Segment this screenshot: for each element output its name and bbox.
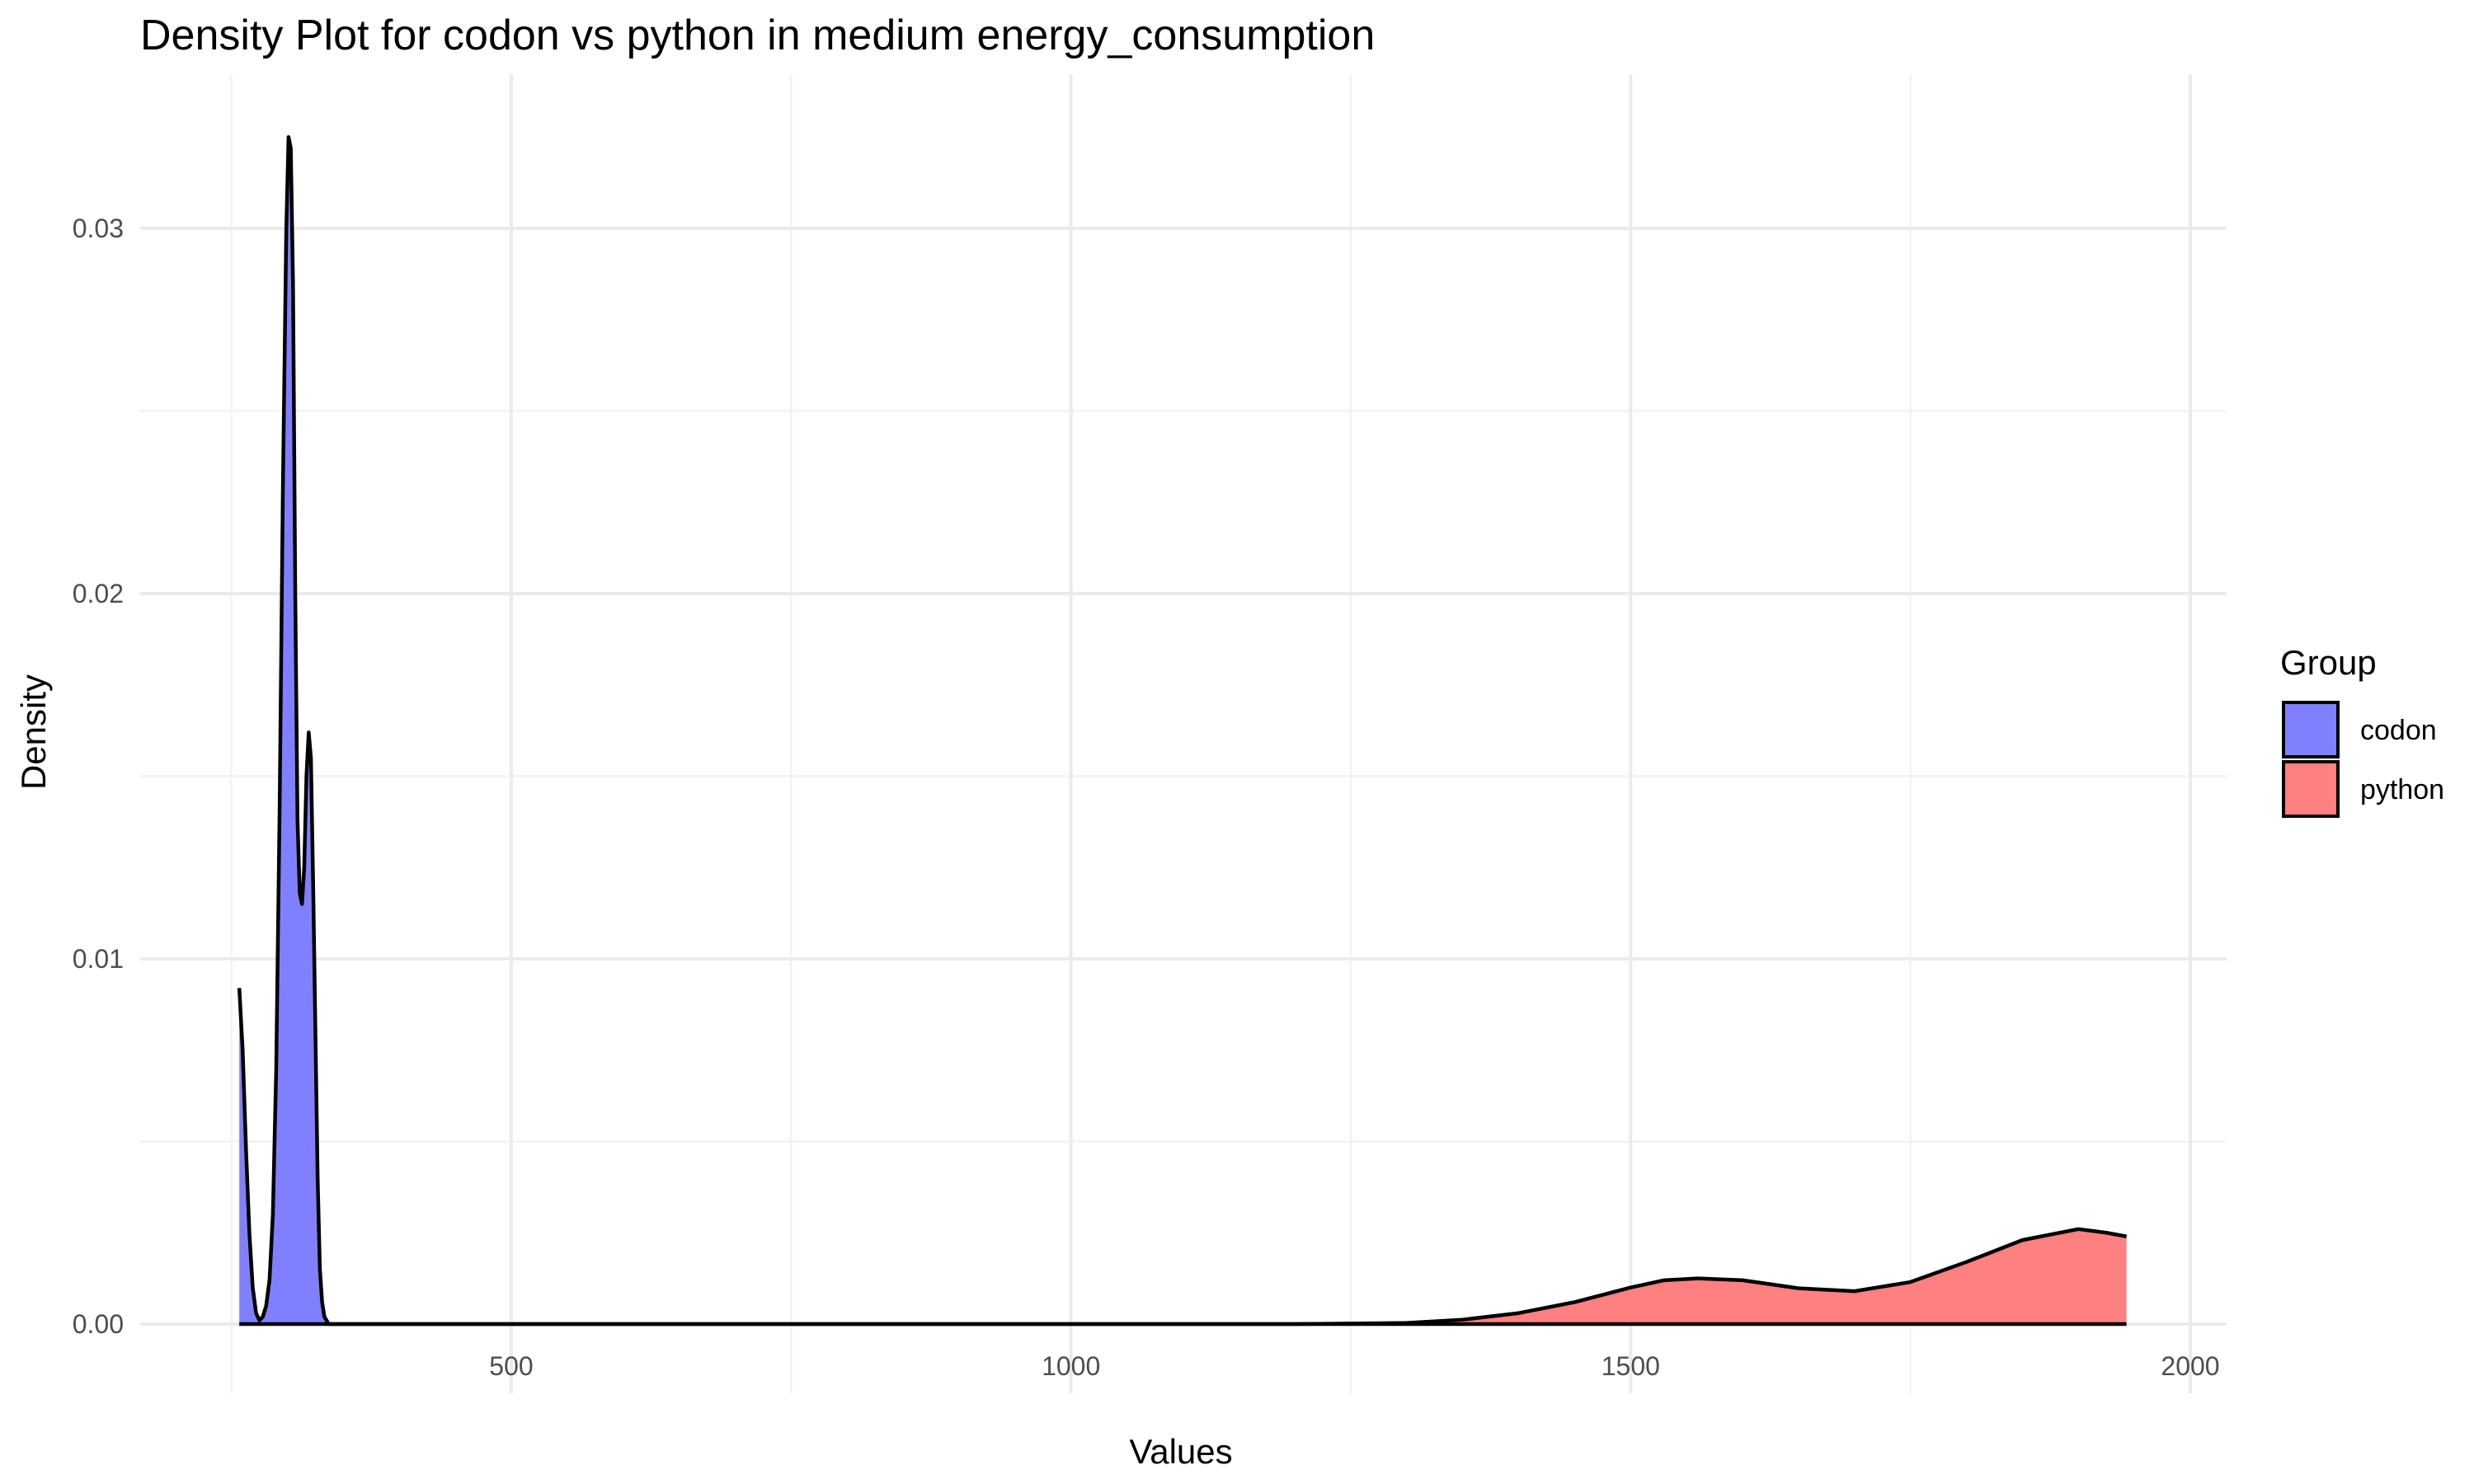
legend-swatch-python (2282, 760, 2340, 818)
x-tick-label: 1000 (1042, 1351, 1100, 1381)
legend-title: Group (2280, 643, 2377, 682)
density-line-codon (237, 135, 2127, 1327)
y-axis-title: Density (14, 674, 53, 790)
y-axis-ticks: 0.00 0.01 0.02 0.03 (73, 214, 124, 1339)
legend-swatch-codon (2282, 701, 2340, 758)
y-tick-label: 0.01 (73, 944, 124, 974)
legend-label-codon: codon (2360, 715, 2437, 746)
legend: Group codon python (2280, 643, 2444, 818)
x-axis-ticks: 500 1000 1500 2000 (489, 1351, 2219, 1381)
y-tick-label: 0.00 (73, 1309, 124, 1339)
y-tick-label: 0.02 (73, 579, 124, 608)
density-lines (237, 135, 2128, 1327)
y-tick-label: 0.03 (73, 214, 124, 243)
x-tick-label: 500 (489, 1351, 533, 1381)
chart-title: Density Plot for codon vs python in medi… (140, 12, 1375, 59)
x-axis-title: Values (1129, 1432, 1232, 1471)
legend-items: codon python (2282, 701, 2444, 818)
density-area-python (239, 1228, 2127, 1324)
x-tick-label: 2000 (2161, 1351, 2219, 1381)
density-line-python (239, 1227, 2128, 1327)
legend-label-python: python (2360, 774, 2444, 805)
x-tick-label: 1500 (1602, 1351, 1660, 1381)
grid (140, 74, 2227, 1393)
density-areas (239, 137, 2127, 1324)
